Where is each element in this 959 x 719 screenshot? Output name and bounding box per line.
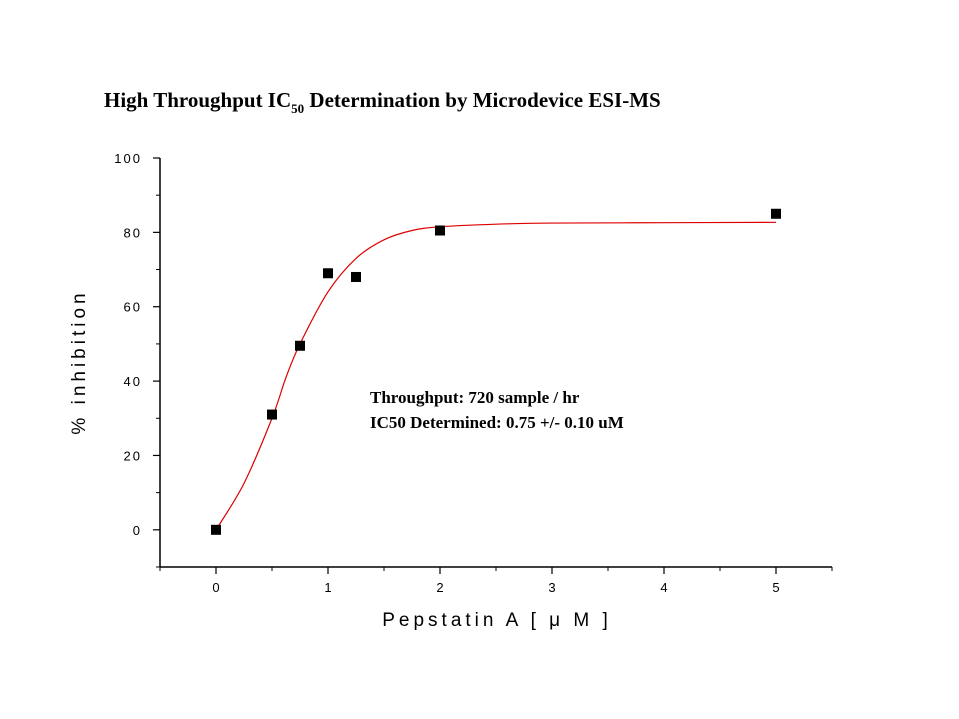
y-tick-label: 20 bbox=[124, 448, 142, 463]
x-tick-label: 1 bbox=[324, 580, 333, 595]
chart-title-subscript: 50 bbox=[291, 101, 304, 116]
x-tick-label: 0 bbox=[212, 580, 221, 595]
ticks bbox=[153, 157, 833, 574]
data-point bbox=[211, 524, 221, 535]
data-point bbox=[323, 268, 333, 279]
y-tick-label: 80 bbox=[124, 225, 142, 240]
data-point bbox=[267, 409, 277, 420]
chart-title-main: High Throughput IC bbox=[104, 88, 291, 112]
y-tick-label: 60 bbox=[124, 300, 142, 315]
y-axis-label: % inhibition bbox=[69, 289, 90, 434]
data-point bbox=[351, 271, 361, 282]
x-tick-label: 3 bbox=[548, 580, 557, 595]
y-tick-label: 40 bbox=[124, 374, 142, 389]
x-tick-label: 5 bbox=[772, 580, 781, 595]
y-tick-label: 100 bbox=[114, 151, 142, 166]
data-point bbox=[435, 225, 445, 236]
points-layer bbox=[211, 208, 781, 535]
axes bbox=[159, 158, 832, 568]
x-tick-label: 4 bbox=[660, 580, 669, 595]
annotation-ic50: IC50 Determined: 0.75 +/- 0.10 uM bbox=[370, 413, 624, 432]
data-point bbox=[771, 208, 781, 219]
annotation-throughput: Throughput: 720 sample / hr bbox=[370, 388, 580, 407]
y-tick-label: 0 bbox=[133, 523, 142, 538]
fit-layer bbox=[215, 221, 777, 531]
tick-labels: 0 20 40 60 80 100 0 1 2 3 4 5 bbox=[114, 151, 781, 595]
x-axis-label: Pepstatin A [ μ M ] bbox=[382, 610, 612, 631]
data-point bbox=[295, 340, 305, 351]
chart-title-rest: Determination by Microdevice ESI-MS bbox=[304, 88, 661, 112]
x-tick-label: 2 bbox=[436, 580, 445, 595]
chart-title: High Throughput IC50 Determination by Mi… bbox=[104, 88, 661, 116]
fit-curve bbox=[215, 221, 777, 531]
